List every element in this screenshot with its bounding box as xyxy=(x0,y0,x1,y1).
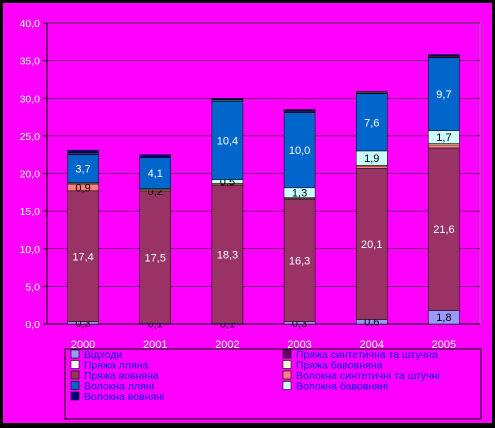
bar-segment xyxy=(211,185,244,324)
bar-segment xyxy=(67,149,99,154)
legend-item-label: Пряжа синтетична та штучна xyxy=(296,349,438,361)
data-label: 9,7 xyxy=(436,89,451,101)
bar-segment xyxy=(211,101,244,180)
legend-item-label: Відходи xyxy=(84,349,122,361)
x-tick-label: 2005 xyxy=(432,339,456,351)
legend-swatch xyxy=(70,381,80,390)
bar-segment xyxy=(356,165,388,169)
data-label: 21,6 xyxy=(433,224,454,236)
x-tick-label: 2001 xyxy=(143,339,167,351)
y-tick-label: 25,0 xyxy=(20,131,41,143)
bar-segment xyxy=(356,167,388,320)
bar-segment xyxy=(211,98,244,101)
legend-swatch xyxy=(70,391,80,401)
bar-segment xyxy=(67,154,99,183)
legend-swatch xyxy=(70,360,80,369)
x-tick-label: 2002 xyxy=(215,339,239,351)
y-tick-label: 40,0 xyxy=(20,18,41,30)
data-label: 0,9 xyxy=(75,182,90,194)
legend-item-label: Пряжа вовняна xyxy=(84,370,159,382)
bar-segment xyxy=(67,190,99,322)
data-label: 0,6 xyxy=(364,317,379,329)
y-tick-label: 20,0 xyxy=(20,169,41,181)
legend-item-label: Пряжа бавовняна xyxy=(296,360,383,372)
legend-swatch xyxy=(282,360,292,369)
data-label: 20,1 xyxy=(361,239,382,251)
y-tick-label: 35,0 xyxy=(20,56,41,68)
bar-segment xyxy=(139,157,171,189)
data-label: 1,3 xyxy=(292,188,307,200)
legend-swatch xyxy=(70,349,80,359)
x-tick-label: 2000 xyxy=(71,339,95,351)
bar-segment xyxy=(356,91,388,93)
y-tick-label: 10,0 xyxy=(20,244,41,256)
data-label: 10,4 xyxy=(217,135,238,147)
data-label: 3,7 xyxy=(75,164,90,176)
legend-item-label: Волокна бавовняні xyxy=(296,381,388,393)
data-label: 16,3 xyxy=(289,255,310,267)
legend-swatch xyxy=(282,370,292,380)
data-label: 10,0 xyxy=(289,145,310,157)
bar-segment xyxy=(139,191,171,324)
legend-item-label: Волокна лляні xyxy=(84,381,154,393)
y-tick-label: 30,0 xyxy=(20,93,41,105)
data-label: 17,4 xyxy=(72,251,93,263)
bar-segment xyxy=(428,54,460,57)
data-label: 1,8 xyxy=(436,312,451,324)
bar-segment xyxy=(356,93,388,152)
legend-item-label: Пряжа лляна xyxy=(84,360,148,372)
bar-segment xyxy=(283,109,316,112)
data-label: 17,5 xyxy=(145,252,166,264)
data-label: 1,7 xyxy=(436,132,451,144)
x-tick-label: 2003 xyxy=(287,339,311,351)
legend-item-label: Волокна вовняні xyxy=(84,391,164,403)
stacked-bar-chart: 0,05,010,015,020,025,030,035,040,00,317,… xyxy=(20,18,482,420)
y-tick-label: 5,0 xyxy=(25,281,40,293)
x-tick-label: 2004 xyxy=(360,339,384,351)
legend-swatch xyxy=(282,381,292,390)
legend-item-label: Волокна синтетичні та штучні xyxy=(296,370,440,382)
y-tick-label: 15,0 xyxy=(20,206,41,218)
legend-swatch xyxy=(70,370,80,380)
bar-segment xyxy=(428,57,460,131)
data-label: 18,3 xyxy=(217,249,238,261)
legend xyxy=(64,348,482,420)
bar-segment xyxy=(283,198,316,322)
bar-segment xyxy=(139,154,171,158)
y-tick-label: 0,0 xyxy=(25,319,40,331)
bar-segment xyxy=(428,144,460,149)
bar-segment xyxy=(428,147,460,311)
legend-swatch xyxy=(282,349,292,359)
data-label: 4,1 xyxy=(148,168,163,180)
bar-segment xyxy=(283,112,316,189)
data-label: 1,9 xyxy=(364,153,379,165)
data-label: 7,6 xyxy=(364,117,379,129)
